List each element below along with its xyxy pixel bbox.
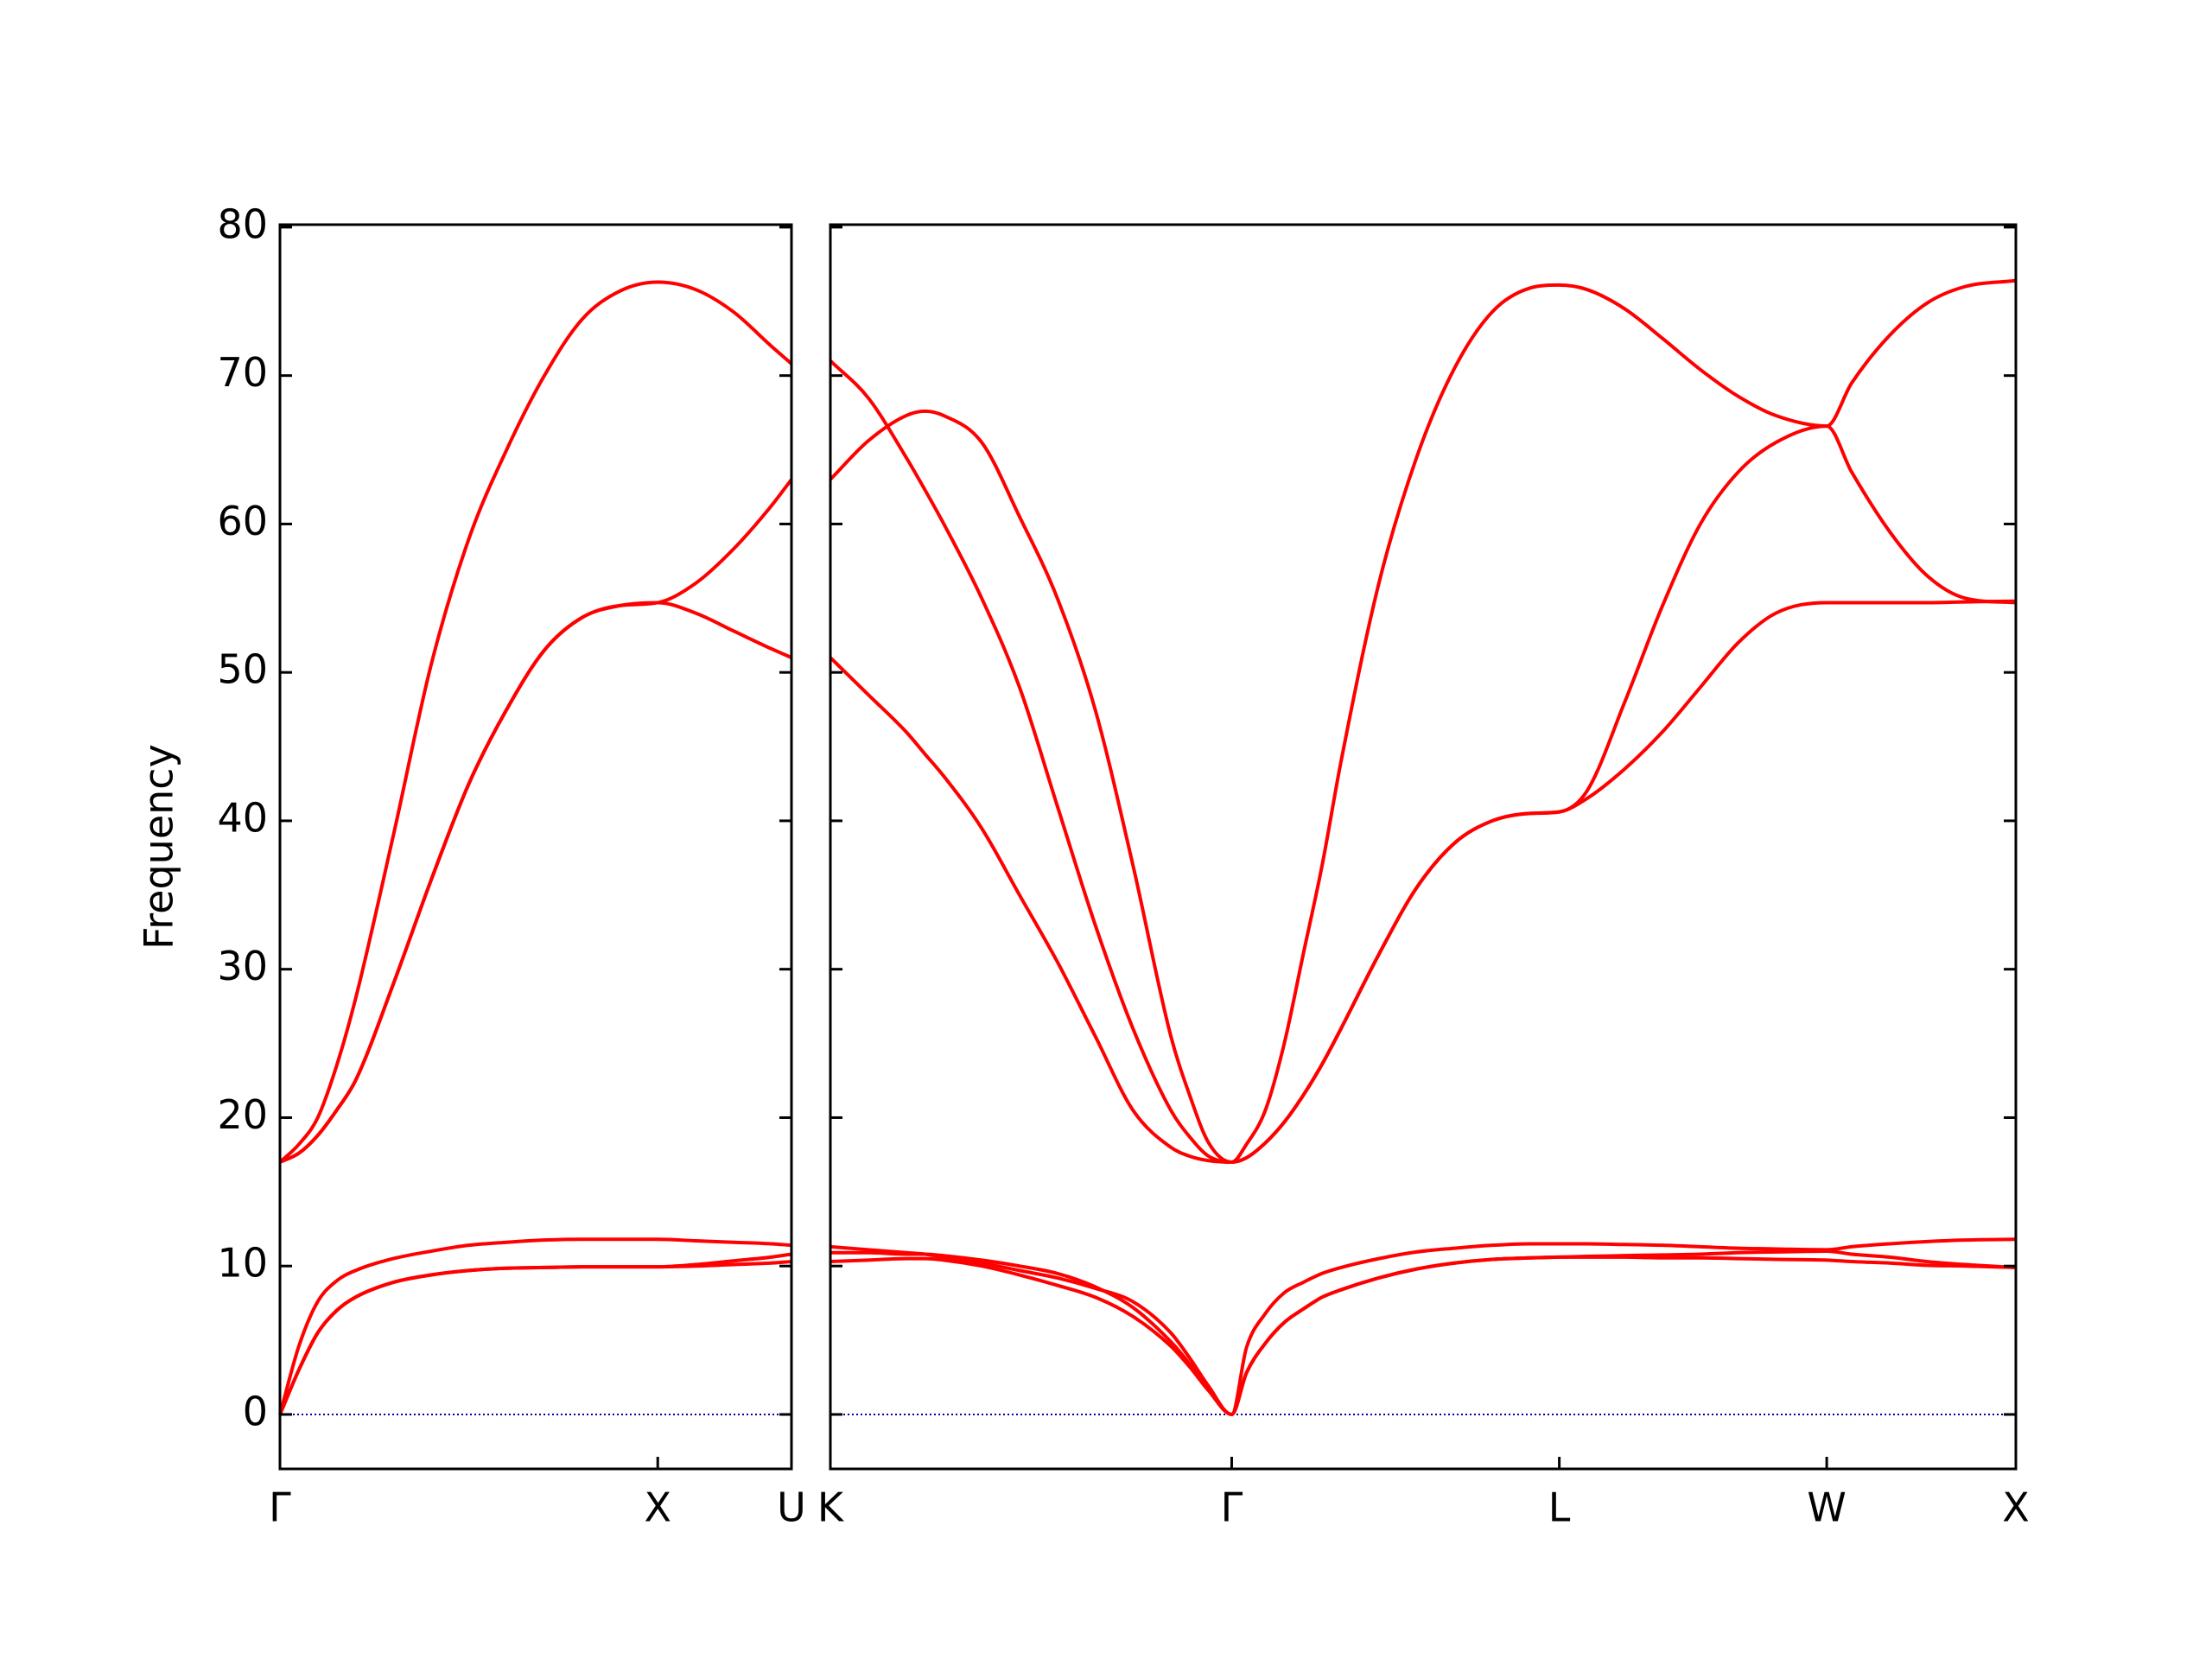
x-tick-label: Γ [1221,1484,1243,1531]
band-line [830,1255,2017,1416]
x-tick-label: X [644,1484,671,1531]
x-tick-label: K [817,1484,845,1531]
y-tick-label: 60 [217,498,268,544]
plot-frame [278,223,793,1471]
x-tick-label: X [2002,1484,2030,1531]
x-tick-label: U [777,1484,806,1531]
y-axis-label: Frequency [136,744,182,950]
y-tick-label: 40 [217,794,268,841]
y-tick-label: 0 [243,1388,268,1434]
band-line [278,1237,792,1415]
plot-frame [829,223,2018,1471]
x-tick-label: Γ [269,1484,291,1531]
x-tick-label: W [1807,1484,1846,1531]
band-line [830,1237,2017,1416]
band-line [829,278,2017,1164]
y-tick-label: 20 [217,1091,268,1138]
y-tick-label: 70 [217,349,268,396]
y-tick-label: 80 [217,200,268,247]
y-tick-label: 10 [217,1240,268,1287]
band-line [279,601,792,1164]
band-line [278,280,793,1164]
x-tick-label: L [1548,1484,1571,1531]
band-line [829,599,2017,1164]
y-tick-label: 30 [217,943,268,989]
y-tick-label: 50 [217,646,268,693]
band-line [278,1260,792,1415]
